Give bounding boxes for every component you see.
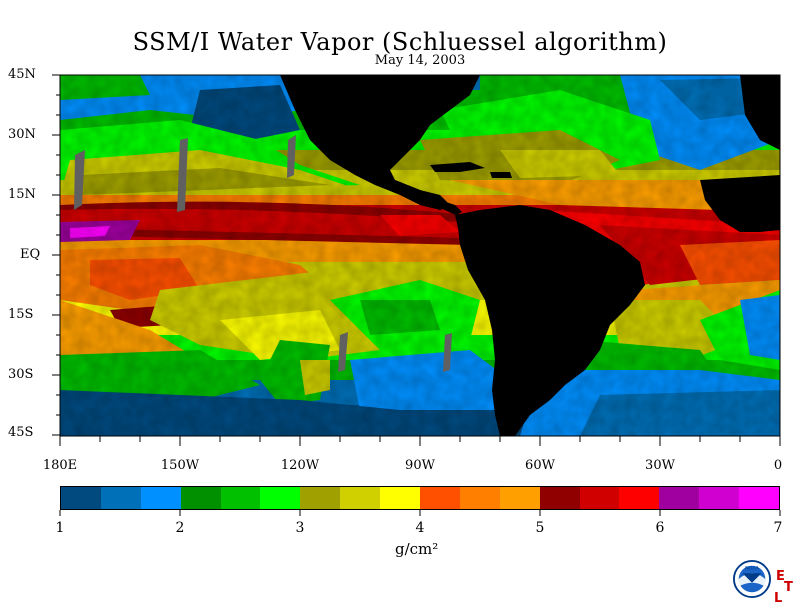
- lon-label-0: 0: [773, 458, 783, 473]
- central-america-land: [395, 180, 462, 215]
- north-america-land: [280, 75, 480, 210]
- colorbar-swatch: [100, 487, 141, 509]
- lat-label-15s: 15S: [8, 307, 34, 322]
- colorbar-tick-1: 1: [55, 520, 65, 536]
- colorbar-swatch: [300, 487, 341, 509]
- colorbar-tick-2: 2: [175, 520, 185, 536]
- noaa-logo-icon[interactable]: NOAA: [733, 560, 771, 598]
- lat-label-30s: 30S: [8, 367, 34, 382]
- lat-label-45n: 45N: [8, 67, 36, 82]
- lat-label-eq: EQ: [20, 247, 41, 262]
- africa-land: [700, 175, 780, 232]
- colorbar-swatch: [579, 487, 620, 509]
- colorbar-swatch: [659, 487, 700, 509]
- etl-logo[interactable]: E T L: [774, 569, 793, 609]
- south-america-land: [455, 205, 645, 436]
- colorbar-swatch: [380, 487, 421, 509]
- colorbar-swatch: [180, 487, 221, 509]
- colorbar-swatch: [420, 487, 460, 509]
- lat-ticks: [52, 74, 60, 436]
- lat-label-45s: 45S: [8, 425, 34, 440]
- lon-label-180e: 180E: [42, 458, 78, 473]
- cuba: [430, 162, 485, 172]
- lon-label-30w: 30W: [645, 458, 675, 473]
- colorbar-swatch: [260, 487, 301, 509]
- lon-label-120w: 120W: [280, 458, 320, 473]
- map-date: May 14, 2003: [374, 53, 466, 68]
- colorbar-swatch: [220, 487, 261, 509]
- lat-label-15n: 15N: [8, 187, 36, 202]
- colorbar-swatch: [459, 487, 500, 509]
- colorbar-swatch: [619, 487, 660, 509]
- colorbar-swatch: [539, 487, 580, 509]
- noaa-logo-text: NOAA: [745, 566, 760, 572]
- lon-label-90w: 90W: [405, 458, 435, 473]
- colorbar-tick-5: 5: [535, 520, 545, 536]
- colorbar-swatch: [140, 487, 181, 509]
- etl-logo-l: L: [774, 591, 783, 606]
- colorbar-tick-3: 3: [295, 520, 305, 536]
- colorbar: [60, 486, 780, 510]
- colorbar-tick-7: 7: [773, 520, 783, 536]
- data-field: [60, 75, 780, 436]
- lon-ticks: [59, 436, 781, 446]
- lat-label-30n: 30N: [8, 127, 36, 142]
- colorbar-ticks: [59, 510, 781, 516]
- hispaniola: [490, 172, 512, 178]
- map-title: SSM/I Water Vapor (Schluessel algorithm): [132, 28, 668, 56]
- colorbar-swatch: [699, 487, 740, 509]
- colorbar-tick-4: 4: [415, 520, 425, 536]
- colorbar-tick-6: 6: [655, 520, 665, 536]
- colorbar-swatch: [739, 487, 780, 509]
- colorbar-swatch: [61, 487, 101, 509]
- colorbar-units: g/cm²: [395, 540, 439, 558]
- colorbar-swatch: [499, 487, 540, 509]
- etl-logo-e: E: [776, 569, 785, 584]
- etl-logo-t: T: [784, 580, 793, 595]
- lon-label-60w: 60W: [525, 458, 555, 473]
- europe-land: [740, 75, 780, 150]
- colorbar-swatch: [340, 487, 381, 509]
- lon-label-150w: 150W: [160, 458, 200, 473]
